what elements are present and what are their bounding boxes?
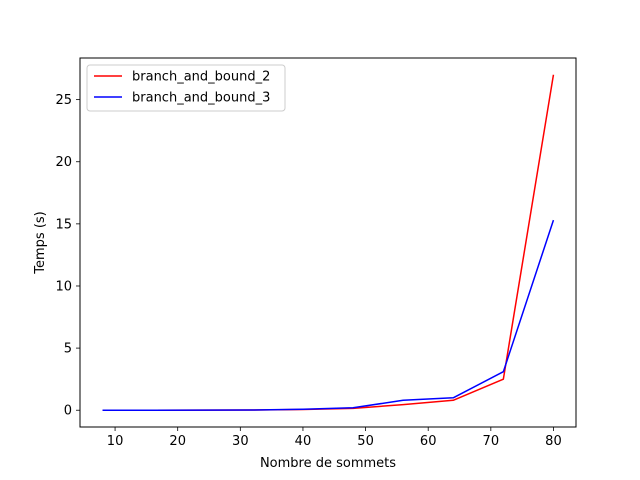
series-layer <box>102 74 555 411</box>
legend: branch_and_bound_2 branch_and_bound_3 <box>86 64 286 112</box>
y-axis-ticks: 0 5 10 15 20 25 <box>55 93 80 419</box>
x-tick-label: 80 <box>545 434 562 449</box>
x-tick-label: 20 <box>169 434 186 449</box>
plot-frame <box>79 57 577 428</box>
y-tick-label: 20 <box>55 155 72 170</box>
series-line-2 <box>102 219 555 411</box>
y-tick-label: 25 <box>55 93 72 108</box>
x-tick-label: 50 <box>357 434 374 449</box>
x-axis-title: Nombre de sommets <box>260 456 396 471</box>
x-tick-label: 70 <box>483 434 500 449</box>
x-tick-label: 10 <box>107 434 124 449</box>
x-tick-label: 30 <box>232 434 249 449</box>
plot-area <box>80 58 576 427</box>
y-tick-label: 5 <box>64 342 72 357</box>
legend-box <box>86 64 286 112</box>
y-tick-label: 15 <box>55 217 72 232</box>
y-tick-label: 10 <box>55 279 72 294</box>
y-axis-title: Temps (s) <box>33 211 48 274</box>
x-tick-label: 60 <box>420 434 437 449</box>
legend-label-1: branch_and_bound_2 <box>132 70 270 85</box>
x-tick-label: 40 <box>295 434 312 449</box>
y-tick-label: 0 <box>64 404 72 419</box>
x-axis-ticks: 10 20 30 40 50 60 70 80 <box>107 427 562 449</box>
legend-label-2: branch_and_bound_3 <box>132 91 270 106</box>
